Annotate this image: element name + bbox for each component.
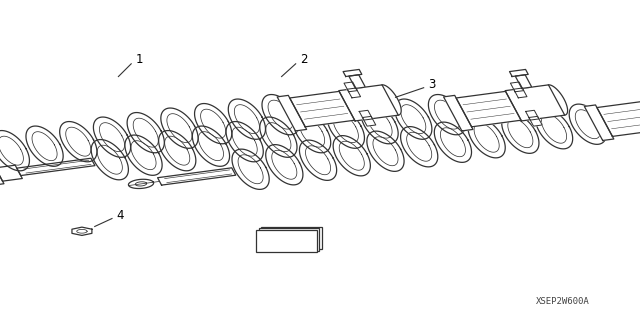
Polygon shape [277,95,307,131]
Polygon shape [428,94,466,135]
Polygon shape [529,116,542,126]
Polygon shape [435,122,472,162]
Polygon shape [260,117,297,157]
Polygon shape [348,88,360,98]
Polygon shape [72,227,92,235]
Polygon shape [193,126,230,166]
Polygon shape [502,113,539,153]
Polygon shape [444,95,473,131]
Polygon shape [509,70,528,77]
Polygon shape [344,82,357,92]
Polygon shape [300,140,337,180]
Polygon shape [536,108,573,149]
Bar [259,228,319,251]
Polygon shape [362,116,376,126]
Polygon shape [382,85,401,115]
Polygon shape [359,110,372,120]
Polygon shape [228,99,266,139]
Polygon shape [92,140,129,180]
Polygon shape [525,110,539,120]
Text: 2: 2 [300,53,308,65]
Polygon shape [515,75,532,88]
Polygon shape [367,131,404,171]
Polygon shape [333,136,371,176]
Polygon shape [0,165,22,181]
Text: 3: 3 [428,78,436,91]
Polygon shape [266,145,303,185]
Polygon shape [505,85,564,121]
Polygon shape [262,94,300,135]
Polygon shape [339,85,398,121]
Polygon shape [395,99,432,139]
Polygon shape [327,108,364,148]
Polygon shape [159,130,196,171]
Polygon shape [456,91,521,127]
Bar [261,227,322,249]
Polygon shape [294,113,331,153]
Polygon shape [569,104,607,145]
Bar [256,230,317,252]
Text: 4: 4 [116,209,124,222]
Polygon shape [361,104,398,144]
Text: XSEP2W600A: XSEP2W600A [536,297,590,306]
Polygon shape [514,88,527,98]
Polygon shape [226,122,263,162]
Polygon shape [401,127,438,167]
Polygon shape [17,158,95,175]
Polygon shape [157,168,236,185]
Polygon shape [195,104,232,144]
Polygon shape [0,130,29,171]
Polygon shape [232,149,269,189]
Polygon shape [26,126,63,166]
Polygon shape [0,165,4,184]
Polygon shape [584,105,614,140]
Polygon shape [290,91,355,127]
Polygon shape [129,179,154,189]
Polygon shape [511,82,524,92]
Polygon shape [343,70,362,77]
Polygon shape [93,117,131,157]
Polygon shape [468,118,505,158]
Polygon shape [161,108,198,148]
Polygon shape [597,101,640,137]
Polygon shape [349,75,365,88]
Polygon shape [548,85,568,115]
Text: 1: 1 [136,53,143,65]
Polygon shape [127,113,164,153]
Polygon shape [60,122,97,162]
Polygon shape [125,135,162,175]
